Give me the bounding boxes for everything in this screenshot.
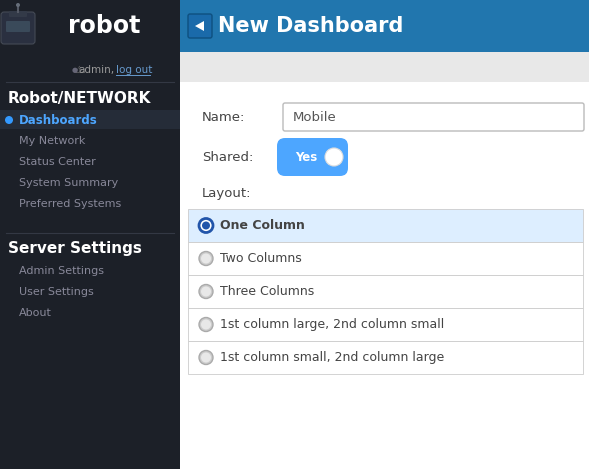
Text: Mobile: Mobile xyxy=(293,111,337,123)
Circle shape xyxy=(199,219,213,233)
FancyBboxPatch shape xyxy=(0,0,589,52)
Circle shape xyxy=(199,251,213,265)
Text: Shared:: Shared: xyxy=(202,151,253,164)
Text: Yes: Yes xyxy=(295,151,317,164)
Text: log out: log out xyxy=(116,65,153,75)
Circle shape xyxy=(199,318,213,332)
FancyBboxPatch shape xyxy=(180,82,589,469)
Text: User Settings: User Settings xyxy=(19,287,94,297)
FancyBboxPatch shape xyxy=(9,11,27,17)
FancyBboxPatch shape xyxy=(188,209,583,242)
FancyBboxPatch shape xyxy=(188,275,583,308)
Circle shape xyxy=(201,353,211,363)
Text: 1st column small, 2nd column large: 1st column small, 2nd column large xyxy=(220,351,444,364)
Text: admin,: admin, xyxy=(78,65,114,75)
Text: Layout:: Layout: xyxy=(202,187,252,199)
FancyBboxPatch shape xyxy=(188,308,583,341)
Circle shape xyxy=(201,254,211,264)
Text: 1st column large, 2nd column small: 1st column large, 2nd column small xyxy=(220,318,444,331)
FancyBboxPatch shape xyxy=(188,341,583,374)
FancyBboxPatch shape xyxy=(6,21,30,32)
Circle shape xyxy=(201,287,211,296)
Circle shape xyxy=(5,116,13,124)
Text: Three Columns: Three Columns xyxy=(220,285,315,298)
FancyBboxPatch shape xyxy=(1,12,35,44)
Text: Two Columns: Two Columns xyxy=(220,252,302,265)
Text: Name:: Name: xyxy=(202,111,246,123)
Text: Status Center: Status Center xyxy=(19,157,96,167)
Circle shape xyxy=(199,285,213,298)
Text: Preferred Systems: Preferred Systems xyxy=(19,199,121,209)
FancyBboxPatch shape xyxy=(0,0,180,469)
FancyBboxPatch shape xyxy=(180,52,589,82)
FancyBboxPatch shape xyxy=(188,242,583,275)
Circle shape xyxy=(201,319,211,330)
Text: New Dashboard: New Dashboard xyxy=(218,16,403,36)
FancyBboxPatch shape xyxy=(0,110,180,129)
FancyBboxPatch shape xyxy=(277,138,348,176)
Text: ⚠: ⚠ xyxy=(75,65,84,75)
Text: Dashboards: Dashboards xyxy=(19,113,98,127)
FancyBboxPatch shape xyxy=(188,14,212,38)
Circle shape xyxy=(16,3,20,7)
Text: One Column: One Column xyxy=(220,219,305,232)
FancyBboxPatch shape xyxy=(0,0,180,52)
Text: Robot/NETWORK: Robot/NETWORK xyxy=(8,91,151,106)
Text: My Network: My Network xyxy=(19,136,85,146)
FancyBboxPatch shape xyxy=(283,103,584,131)
Polygon shape xyxy=(195,21,204,31)
Circle shape xyxy=(199,350,213,364)
Circle shape xyxy=(325,148,343,166)
Text: Server Settings: Server Settings xyxy=(8,242,142,257)
Text: System Summary: System Summary xyxy=(19,178,118,188)
Circle shape xyxy=(202,221,210,229)
Text: robot: robot xyxy=(68,14,140,38)
Text: ●: ● xyxy=(72,67,78,73)
Text: Admin Settings: Admin Settings xyxy=(19,266,104,276)
Text: About: About xyxy=(19,308,52,318)
